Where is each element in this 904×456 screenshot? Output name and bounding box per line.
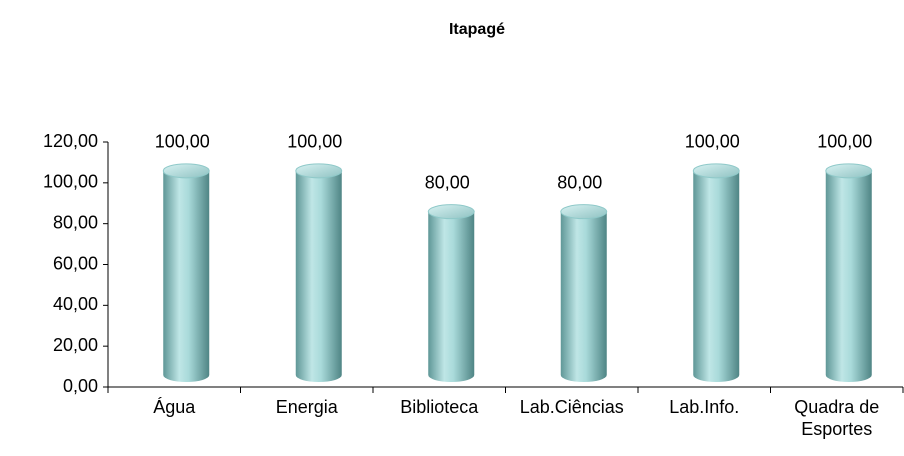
bar-cap [692,163,740,179]
y-tick-label: 60,00 [53,253,98,273]
x-tick-label: Energia [275,397,338,417]
chart-title: Itapagé [449,21,505,38]
bar-cap [560,204,608,220]
y-tick-label: 40,00 [53,294,98,314]
y-tick-label: 80,00 [53,212,98,232]
x-tick-label: Lab.Ciências [519,397,624,417]
x-tick-label: Quadra de Esportes [794,397,880,439]
bar-body [693,170,740,382]
bar-body [295,170,342,382]
y-tick-label: 100,00 [43,172,98,192]
bar-body [428,211,475,382]
value-label: 100,00 [817,132,872,152]
x-tick-label: Lab.Info. [669,397,740,417]
bar-cap [295,163,343,179]
value-label: 100,00 [155,132,210,152]
x-tick-label: Água [153,397,196,417]
value-label: 80,00 [557,172,602,192]
value-label: 100,00 [287,132,342,152]
bar [560,204,608,382]
y-tick-label: 20,00 [53,335,98,355]
value-label: 100,00 [685,132,740,152]
bar-body [163,170,210,382]
bar [692,163,740,382]
value-label: 80,00 [425,172,470,192]
bar-cap [427,204,475,220]
bar-cap [825,163,873,179]
bar-body [560,211,607,382]
bar [825,163,873,382]
y-tick-label: 120,00 [43,131,98,151]
bar [162,163,210,382]
bar-cap [162,163,210,179]
x-tick-label: Biblioteca [400,397,479,417]
bar [295,163,343,382]
bar-body [825,170,872,382]
y-tick-label: 0,00 [63,376,98,396]
bar [427,204,475,382]
